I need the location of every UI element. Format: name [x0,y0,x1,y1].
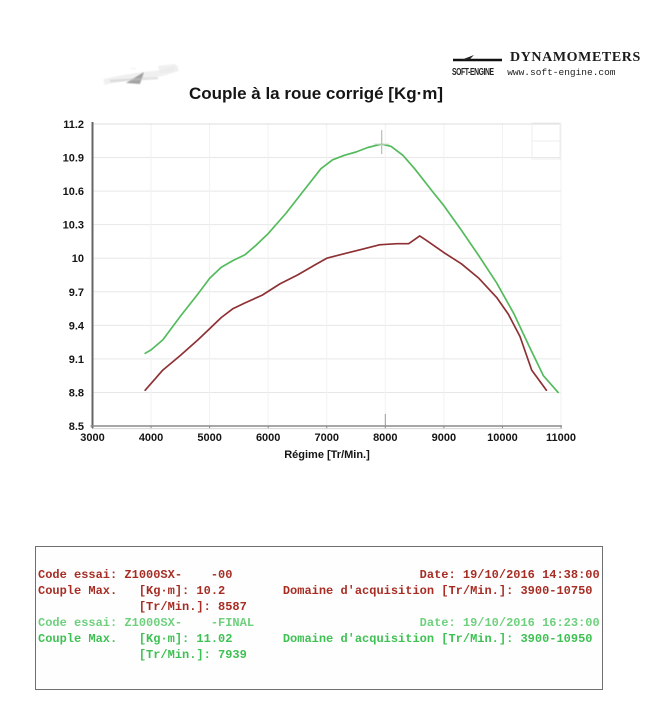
svg-text:~: ~ [130,64,136,75]
brand-url: www.soft-engine.com [507,67,616,78]
x-tick-label: 3000 [80,432,104,444]
x-tick-label: 4000 [139,432,163,444]
brand-title: DYNAMOMETERS [510,50,641,65]
infobox-line: Couple Max. [Kg·m]: 10.2 Domaine d'acqui… [38,584,593,598]
x-axis-label: Régime [Tr/Min.] [284,449,370,461]
brand-row-dynamometers: DYNAMOMETERS [452,50,658,66]
x-tick-label: 8000 [373,432,397,444]
infobox-line: Code essai: Z1000SX- -00 Date: 19/10/201… [38,568,600,582]
curve-z1000sx-final [144,143,559,394]
chart-title: Couple à la roue corrigé [Kg·m] [188,84,444,103]
brand-block: DYNAMOMETERS SOFT-ENGINE www.soft-engine… [452,50,658,78]
x-tick-label: 11000 [546,432,576,444]
y-tick-label: 9.1 [69,354,84,366]
x-tick-label: 10000 [487,432,518,444]
curve-z1000sx-00 [144,235,548,392]
dyno-line-icon [453,55,502,62]
x-tick-label: 5000 [197,432,221,444]
test-results-box: Code essai: Z1000SX- -00 Date: 19/10/201… [35,546,603,690]
y-tick-label: 8.5 [69,421,84,433]
infobox-line: [Tr/Min.]: 8587 [38,600,247,614]
y-tick-label: 8.8 [69,387,84,399]
brand-row-softengine: SOFT-ENGINE www.soft-engine.com [452,67,658,78]
x-tick-label: 7000 [315,432,339,444]
infobox-line: Couple Max. [Kg·m]: 11.02 Domaine d'acqu… [38,632,593,646]
y-tick-label: 9.7 [69,287,84,299]
test-results-lines: Code essai: Z1000SX- -00 Date: 19/10/201… [38,567,602,663]
infobox-line: [Tr/Min.]: 7939 [38,648,247,662]
y-tick-label: 9.4 [69,320,85,332]
soft-engine-logo: SOFT-ENGINE [452,67,494,78]
torque-rpm-chart: 8.5 8.8 9.1 9.4 9.7 10 10.3 10.6 10.9 11.2 3000 400… [63,119,576,444]
left-logo-stamp-icon: ~ [103,64,179,85]
infobox-line: Code essai: Z1000SX- -FINAL Date: 19/10/… [38,616,600,630]
y-tick-label: 10 [72,253,84,265]
y-tick-label: 10.6 [63,186,84,198]
x-tick-label: 6000 [256,432,280,444]
y-tick-label: 10.9 [63,153,84,165]
y-tick-label: 11.2 [63,119,84,131]
y-tick-label: 10.3 [63,220,84,232]
x-tick-label: 9000 [432,432,456,444]
